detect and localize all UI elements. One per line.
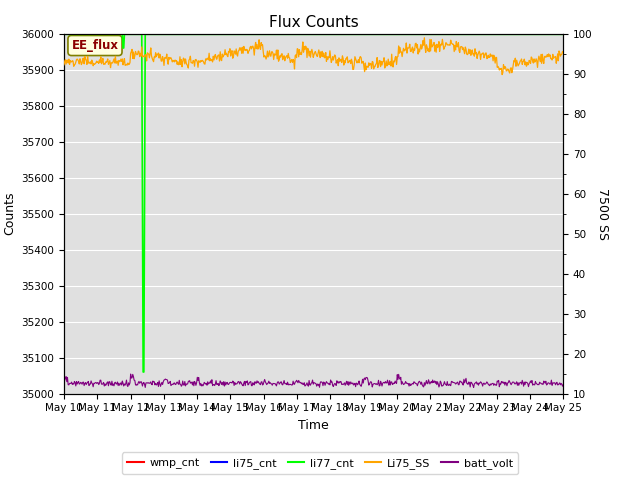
- Title: Flux Counts: Flux Counts: [269, 15, 358, 30]
- Y-axis label: 7500 SS: 7500 SS: [596, 188, 609, 240]
- X-axis label: Time: Time: [298, 419, 329, 432]
- Text: EE_flux: EE_flux: [72, 39, 118, 52]
- Legend: wmp_cnt, li75_cnt, li77_cnt, Li75_SS, batt_volt: wmp_cnt, li75_cnt, li77_cnt, Li75_SS, ba…: [122, 453, 518, 474]
- Y-axis label: Counts: Counts: [3, 192, 16, 235]
